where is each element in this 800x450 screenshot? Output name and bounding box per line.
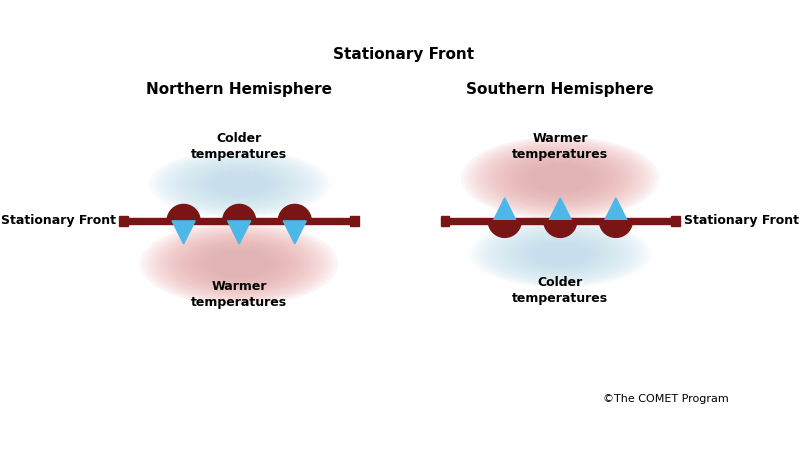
Text: Stationary Front: Stationary Front (334, 47, 474, 62)
Polygon shape (493, 198, 516, 221)
Polygon shape (167, 204, 200, 221)
Polygon shape (599, 221, 632, 237)
Polygon shape (222, 204, 256, 221)
Text: Stationary Front: Stationary Front (684, 214, 798, 227)
Text: Southern Hemisphere: Southern Hemisphere (466, 81, 654, 97)
Polygon shape (544, 221, 577, 237)
Bar (119, 216, 128, 226)
Polygon shape (278, 204, 311, 221)
Polygon shape (604, 198, 627, 221)
Text: Warmer
temperatures: Warmer temperatures (191, 280, 287, 310)
Bar (441, 216, 449, 226)
Bar (350, 216, 359, 226)
Text: Northern Hemisphere: Northern Hemisphere (146, 81, 332, 97)
Polygon shape (172, 221, 195, 244)
Bar (128, 218, 350, 224)
Polygon shape (549, 198, 572, 221)
Text: Colder
temperatures: Colder temperatures (512, 276, 608, 306)
Text: Warmer
temperatures: Warmer temperatures (512, 132, 608, 161)
Bar (449, 218, 671, 224)
Bar (671, 216, 680, 226)
Text: Stationary Front: Stationary Front (1, 214, 116, 227)
Polygon shape (283, 221, 306, 244)
Polygon shape (228, 221, 250, 244)
Polygon shape (488, 221, 521, 237)
Text: Colder
temperatures: Colder temperatures (191, 132, 287, 161)
Text: ©The COMET Program: ©The COMET Program (603, 394, 729, 404)
